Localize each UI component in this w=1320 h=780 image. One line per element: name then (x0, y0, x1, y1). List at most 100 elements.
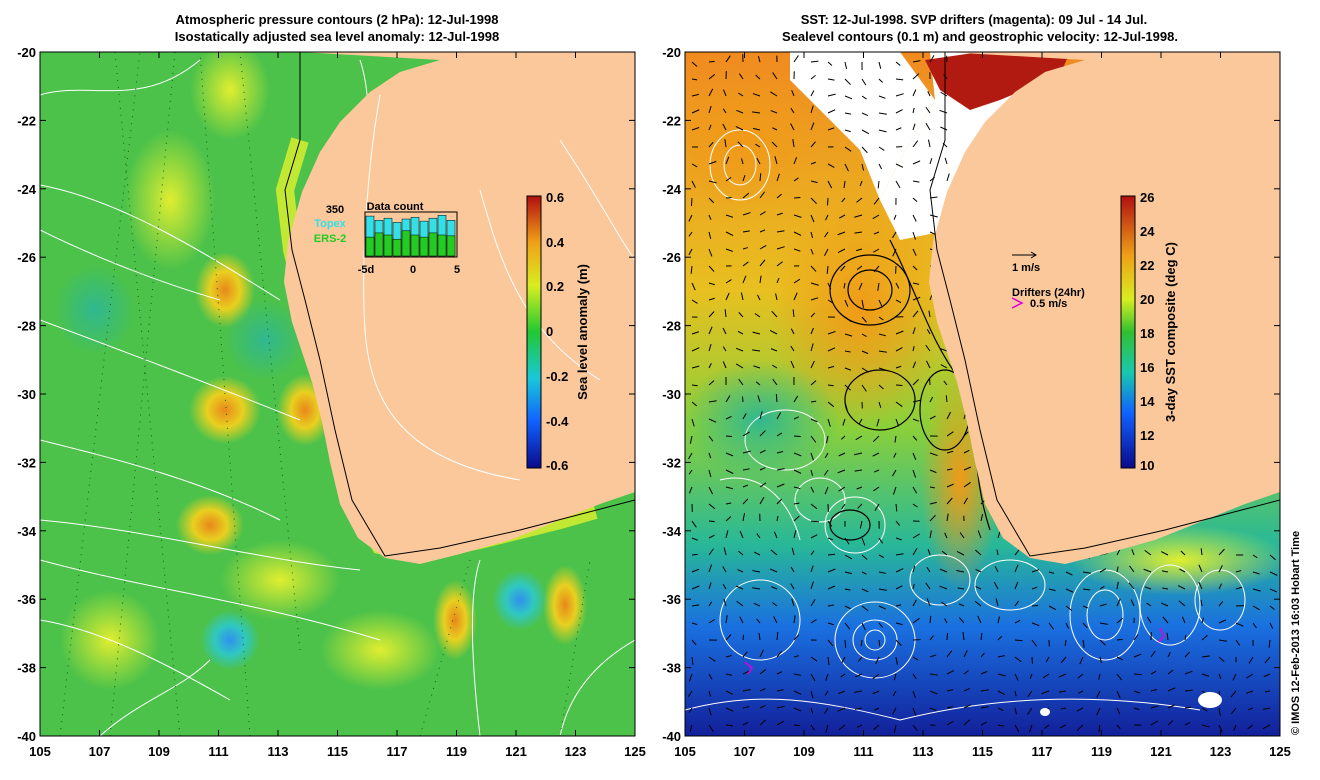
sst-cb-tick: 20 (1140, 292, 1154, 307)
velocity-arrow (962, 632, 965, 641)
velocity-arrow (878, 95, 886, 99)
velocity-arrow (963, 719, 971, 726)
velocity-arrow (827, 418, 831, 427)
velocity-arrow (708, 418, 717, 423)
velocity-arrow (810, 599, 816, 607)
velocity-arrow (861, 554, 868, 560)
velocity-arrow (722, 123, 727, 131)
velocity-arrow (793, 416, 799, 420)
velocity-arrow (793, 452, 802, 457)
velocity-arrow (708, 452, 712, 459)
velocity-arrow (912, 107, 915, 114)
velocity-arrow (1263, 673, 1271, 678)
velocity-arrow (929, 501, 937, 505)
velocity-arrow (1160, 602, 1169, 607)
right-colorbar: 26 24 22 20 18 16 14 12 10 3-day SST com… (1120, 190, 1178, 473)
velocity-arrow (1167, 704, 1176, 709)
velocity-arrow (840, 673, 846, 678)
velocity-arrow (708, 400, 717, 403)
ers2-bar (374, 232, 384, 257)
velocity-arrow (878, 146, 885, 151)
velocity-arrow (810, 581, 814, 590)
velocity-arrow (1082, 571, 1091, 574)
velocity-arrow (958, 617, 965, 624)
velocity-arrow (1263, 707, 1271, 710)
y-tick-label: -38 (662, 661, 681, 676)
velocity-arrow (929, 396, 934, 403)
velocity-arrow (691, 537, 698, 541)
velocity-arrow (1235, 622, 1244, 627)
velocity-arrow (759, 688, 766, 692)
y-tick-label: -26 (662, 250, 681, 265)
velocity-arrow (1162, 616, 1169, 624)
velocity-arrow (742, 230, 750, 233)
x-tick-label: 107 (89, 744, 111, 759)
velocity-arrow (895, 282, 900, 289)
velocity-arrow (708, 60, 715, 63)
velocity-arrow (691, 604, 700, 607)
velocity-arrow (1264, 690, 1271, 693)
velocity-arrow (708, 105, 712, 114)
velocity-arrow (742, 484, 749, 488)
velocity-arrow (810, 327, 814, 335)
velocity-arrow (793, 515, 800, 522)
velocity-arrow (946, 411, 952, 420)
velocity-arrow (725, 248, 734, 252)
sst-warm-patch (685, 70, 820, 210)
velocity-arrow (838, 724, 846, 731)
velocity-arrow (1146, 616, 1152, 624)
velocity-arrow (996, 549, 999, 556)
velocity-arrow (1014, 656, 1022, 663)
velocity-arrow (708, 231, 712, 239)
velocity-arrow (827, 553, 836, 556)
velocity-arrow (810, 503, 818, 510)
velocity-arrow (963, 687, 970, 692)
velocity-arrow (912, 599, 917, 607)
velocity-arrow (895, 127, 902, 131)
velocity-arrow (1014, 600, 1020, 607)
velocity-arrow (725, 214, 734, 218)
velocity-arrow (776, 432, 783, 437)
velocity-arrow (757, 395, 761, 403)
velocity-arrow (790, 107, 795, 114)
velocity-arrow (939, 568, 948, 573)
velocity-arrow (963, 482, 971, 488)
velocity-arrow (689, 435, 693, 444)
velocity-arrow (774, 156, 778, 165)
velocity-arrow (1099, 603, 1107, 607)
velocity-arrow (895, 568, 904, 573)
inset-count-value: 350 (326, 204, 344, 216)
velocity-arrow (893, 214, 897, 220)
velocity-arrow (825, 673, 829, 681)
velocity-arrow (1269, 605, 1275, 610)
velocity-arrow (878, 639, 881, 647)
velocity-arrow (946, 483, 954, 488)
velocity-arrow (860, 639, 863, 647)
velocity-arrow (838, 452, 846, 457)
velocity-arrow (927, 548, 931, 556)
velocity-arrow (793, 634, 799, 641)
velocity-arrow (929, 690, 938, 695)
velocity-arrow (895, 537, 902, 541)
velocity-arrow (844, 588, 851, 591)
velocity-arrow (691, 585, 700, 590)
velocity-arrow (844, 95, 853, 100)
velocity-arrow (1167, 669, 1174, 675)
velocity-arrow (810, 418, 818, 423)
velocity-arrow (878, 588, 887, 591)
velocity-arrow (858, 418, 863, 424)
velocity-arrow (876, 418, 880, 427)
velocity-arrow (735, 125, 744, 131)
y-tick-label: -34 (662, 524, 682, 539)
velocity-arrow (861, 163, 865, 171)
velocity-arrow (1098, 673, 1101, 680)
left-map-area (40, 52, 635, 736)
velocity-arrow (793, 690, 802, 695)
velocity-arrow (773, 531, 778, 539)
velocity-arrow (708, 248, 713, 257)
velocity-arrow (810, 312, 816, 318)
sst-cb-tick: 24 (1140, 224, 1155, 239)
velocity-arrow (1014, 673, 1019, 681)
velocity-arrow (1027, 690, 1033, 697)
velocity-arrow (690, 265, 693, 274)
